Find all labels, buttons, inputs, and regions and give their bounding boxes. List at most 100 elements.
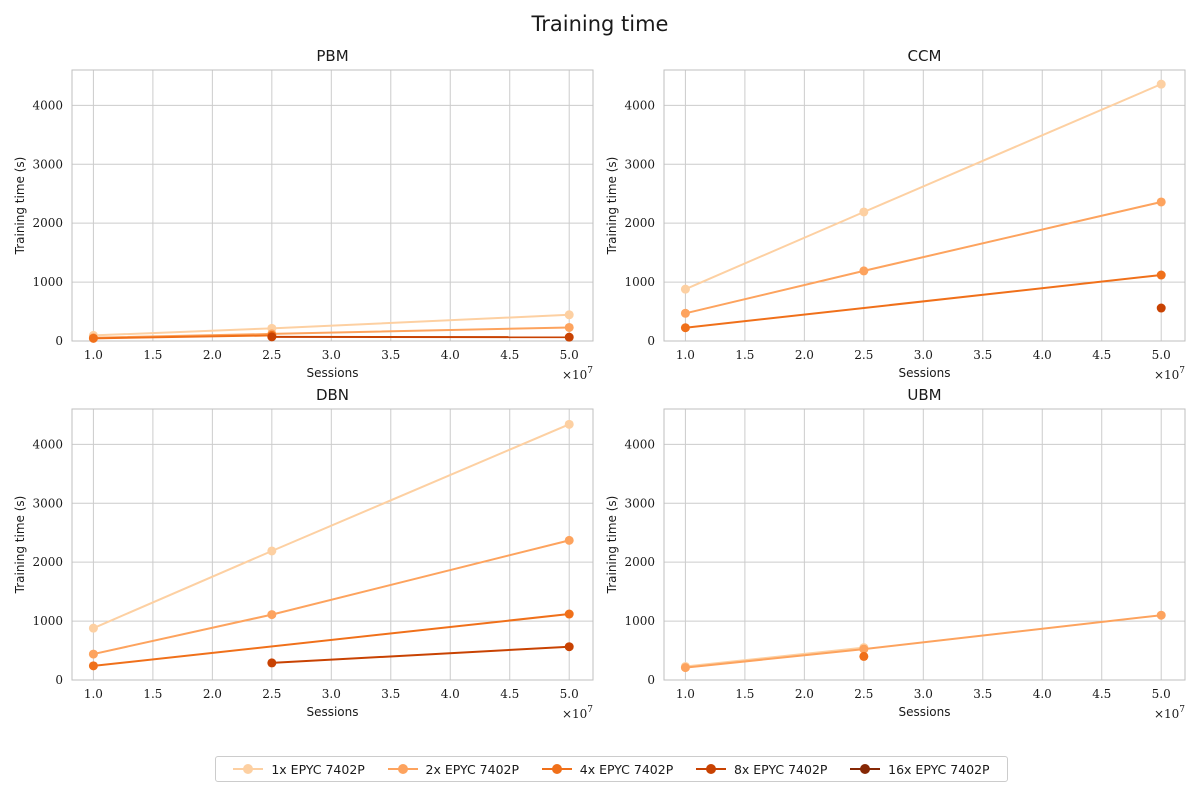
data-point [564, 310, 574, 320]
data-point [680, 308, 690, 318]
y-tick-label: 3000 [624, 496, 655, 510]
data-point [680, 663, 690, 673]
data-point [1156, 270, 1166, 280]
x-tick-label: 5.0 [560, 348, 579, 362]
series-8x-epyc-7402p [267, 332, 574, 342]
x-tick-label: 4.5 [1092, 687, 1111, 701]
y-tick-label: 0 [55, 673, 63, 687]
plot-frame [71, 408, 594, 681]
y-tick-label: 0 [55, 334, 63, 348]
y-tick-label: 1000 [32, 275, 63, 289]
subplot-ubm: UBM 1.0 1.5 2.0 2.5 3.0 3.5 4.0 4.5 5.0 0 1000 2000 3… [605, 386, 1186, 721]
legend-marker-icon [850, 763, 881, 775]
series-2x-epyc-7402p [680, 197, 1166, 318]
data-point [680, 284, 690, 294]
x-tick-label: 4.0 [1033, 687, 1052, 701]
data-point [564, 419, 574, 429]
x-axis-offset-label: ×107 [1154, 705, 1185, 721]
x-tick-label: 2.0 [795, 348, 814, 362]
x-axis-label: Sessions [898, 366, 950, 380]
y-tick-label: 4000 [32, 437, 63, 451]
y-tick-label: 0 [647, 673, 655, 687]
y-tick-label: 2000 [624, 555, 655, 569]
subplot-title: PBM [316, 47, 348, 65]
legend-entry-16x-epyc-7402p: 16x EPYC 7402P [850, 761, 990, 777]
data-point [88, 661, 98, 671]
y-tick-label: 0 [647, 334, 655, 348]
x-axis-label: Sessions [306, 366, 358, 380]
data-point [88, 333, 98, 343]
x-tick-label: 3.0 [322, 687, 341, 701]
x-tick-label: 2.5 [854, 348, 873, 362]
x-tick-label: 5.0 [560, 687, 579, 701]
series-8x-epyc-7402p [1156, 303, 1166, 313]
data-point [1156, 303, 1166, 313]
data-point [859, 651, 869, 661]
legend-label: 8x EPYC 7402P [733, 761, 828, 777]
data-point [564, 642, 574, 652]
x-tick-label: 3.5 [381, 687, 400, 701]
x-tick-label: 4.0 [441, 348, 460, 362]
data-point [88, 623, 98, 633]
x-tick-label: 2.0 [203, 348, 222, 362]
data-point [1156, 197, 1166, 207]
x-tick-label: 5.0 [1152, 348, 1171, 362]
y-tick-label: 2000 [624, 216, 655, 230]
legend-label: 1x EPYC 7402P [271, 761, 365, 777]
y-tick-label: 2000 [32, 555, 63, 569]
y-tick-label: 2000 [32, 216, 63, 230]
legend-label: 2x EPYC 7402P [425, 761, 520, 777]
data-point [680, 323, 690, 333]
x-tick-label: 3.5 [381, 348, 400, 362]
y-axis-label: Training time (s) [605, 496, 619, 595]
data-point [859, 266, 869, 276]
x-tick-label: 1.0 [84, 687, 103, 701]
x-tick-label: 4.5 [500, 687, 519, 701]
x-axis-label: Sessions [898, 705, 950, 719]
legend-entry-1x-epyc-7402p: 1x EPYC 7402P [233, 762, 365, 777]
x-tick-label: 2.0 [203, 687, 222, 701]
legend-entry-2x-epyc-7402p: 2x EPYC 7402P [387, 761, 520, 777]
data-point [267, 332, 277, 342]
legend-label: 16x EPYC 7402P [888, 761, 990, 777]
series-1x-epyc-7402p [88, 419, 574, 633]
legend-entry-4x-epyc-7402p: 4x EPYC 7402P [541, 762, 673, 777]
subplot-title: CCM [908, 47, 942, 65]
y-tick-label: 1000 [32, 614, 63, 628]
x-axis-label: Sessions [306, 705, 358, 719]
data-point [267, 546, 277, 556]
subplot-pbm: PBM 1.0 1.5 2.0 2.5 3.0 3.5 4.0 4.5 5.0 0 1000 2000 3… [13, 47, 594, 382]
series-8x-epyc-7402p [267, 642, 574, 668]
data-point [88, 649, 98, 659]
data-point [267, 658, 277, 668]
series-line [93, 613, 570, 667]
x-tick-label: 2.5 [854, 687, 873, 701]
data-point [267, 610, 277, 620]
x-tick-label: 2.5 [262, 687, 281, 701]
x-tick-label: 3.0 [322, 348, 341, 362]
subplot-title: DBN [316, 386, 349, 404]
x-tick-label: 2.0 [795, 687, 814, 701]
data-point [564, 535, 574, 545]
subplot-ccm: CCM 1.0 1.5 2.0 2.5 3.0 3.5 4.0 4.5 5.0 0 1000 2000 3… [605, 47, 1186, 382]
y-tick-label: 1000 [624, 614, 655, 628]
x-tick-label: 1.0 [676, 348, 695, 362]
y-tick-label: 1000 [624, 275, 655, 289]
legend-marker-icon [387, 763, 418, 775]
series-line [271, 645, 570, 664]
x-tick-label: 4.0 [441, 687, 460, 701]
legend-marker-icon [695, 763, 726, 775]
x-tick-label: 4.5 [1092, 348, 1111, 362]
x-tick-label: 5.0 [1152, 687, 1171, 701]
y-tick-label: 4000 [624, 98, 655, 112]
x-tick-label: 1.0 [84, 348, 103, 362]
x-axis-offset-label: ×107 [562, 705, 593, 721]
x-tick-label: 4.0 [1033, 348, 1052, 362]
x-axis-offset-label: ×107 [562, 366, 593, 382]
series-line [685, 646, 864, 668]
data-point [564, 332, 574, 342]
data-point [1156, 610, 1166, 620]
y-axis-label: Training time (s) [13, 157, 27, 256]
x-tick-label: 3.5 [973, 348, 992, 362]
